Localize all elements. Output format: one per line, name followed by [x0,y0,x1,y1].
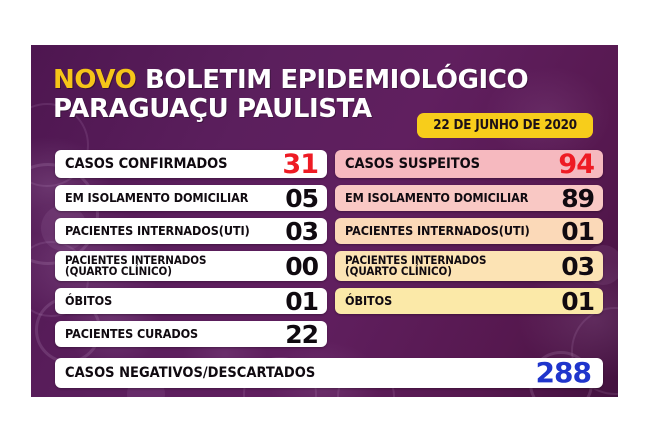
bulletin-banner: NOVO BOLETIM EPIDEMIOLÓGICO PARAGUAÇU PA… [31,45,618,397]
table-row: ÓBITOS 01 [55,288,327,314]
banner-title: NOVO BOLETIM EPIDEMIOLÓGICO PARAGUAÇU PA… [53,65,529,124]
row-value: 31 [282,148,319,180]
row-label: PACIENTES INTERNADOS(UTI) [345,223,530,238]
negative-cases-bar: CASOS NEGATIVOS/DESCARTADOS 288 [55,358,603,388]
table-row: PACIENTES INTERNADOS (QUARTO CLÍNICO) 00 [55,251,327,281]
confirmed-cases-column: CASOS CONFIRMADOS 31 EM ISOLAMENTO DOMIC… [55,150,327,354]
title-rest: BOLETIM EPIDEMIOLÓGICO [136,65,529,95]
row-label: CASOS SUSPEITOS [345,156,480,172]
bottom-bar-label: CASOS NEGATIVOS/DESCARTADOS [65,365,316,381]
table-row: ÓBITOS 01 [335,288,603,314]
row-label: PACIENTES INTERNADOS(UTI) [65,223,250,238]
suspected-cases-column: CASOS SUSPEITOS 94 EM ISOLAMENTO DOMICIL… [335,150,603,321]
row-value: 03 [285,216,319,246]
row-label: PACIENTES INTERNADOS (QUARTO CLÍNICO) [345,252,487,278]
bottom-bar-value: 288 [535,356,592,389]
title-line-1: NOVO BOLETIM EPIDEMIOLÓGICO [53,65,529,95]
row-label: CASOS CONFIRMADOS [65,156,228,172]
row-label: EM ISOLAMENTO DOMICILIAR [65,190,249,205]
row-label: PACIENTES CURADOS [65,326,199,341]
row-label: ÓBITOS [65,293,113,308]
table-row: EM ISOLAMENTO DOMICILIAR 89 [335,185,603,211]
row-value: 00 [285,251,319,281]
table-row: CASOS CONFIRMADOS 31 [55,150,327,178]
row-value: 03 [561,251,595,281]
row-label: PACIENTES INTERNADOS (QUARTO CLÍNICO) [65,252,207,278]
title-novo-highlight: NOVO [53,65,137,95]
table-row: CASOS SUSPEITOS 94 [335,150,603,178]
row-value: 01 [285,286,319,316]
table-row: PACIENTES INTERNADOS (QUARTO CLÍNICO) 03 [335,251,603,281]
row-value: 94 [558,148,595,180]
table-row: PACIENTES INTERNADOS(UTI) 03 [55,218,327,244]
table-row: EM ISOLAMENTO DOMICILIAR 05 [55,185,327,211]
row-value: 22 [285,319,319,349]
row-value: 89 [561,183,595,213]
date-badge: 22 DE JUNHO DE 2020 [417,113,593,138]
row-label: ÓBITOS [345,293,393,308]
date-badge-text: 22 DE JUNHO DE 2020 [433,118,577,133]
row-value: 05 [285,183,319,213]
row-value: 01 [561,286,595,316]
table-row: PACIENTES INTERNADOS(UTI) 01 [335,218,603,244]
row-value: 01 [561,216,595,246]
row-label: EM ISOLAMENTO DOMICILIAR [345,190,529,205]
title-line-2: PARAGUAÇU PAULISTA [53,94,372,124]
table-row: PACIENTES CURADOS 22 [55,321,327,347]
